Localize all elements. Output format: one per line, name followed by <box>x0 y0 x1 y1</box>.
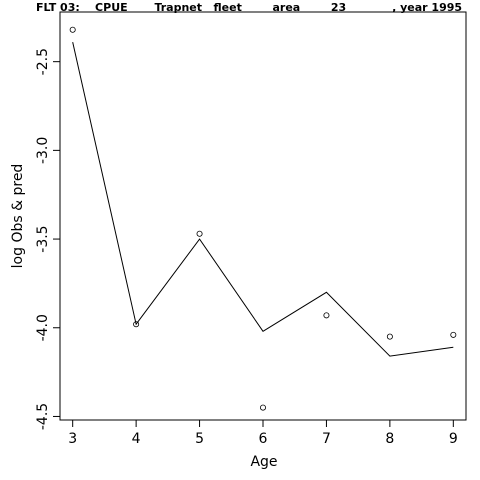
predicted-line <box>72 42 454 357</box>
observed-point <box>133 321 140 328</box>
x-tick-label: 6 <box>259 431 268 447</box>
y-tick-label: -4.5 <box>35 403 51 430</box>
plot-frame <box>59 11 467 421</box>
x-tick-label: 5 <box>195 431 204 447</box>
observed-point <box>386 333 393 340</box>
x-axis: 3 4 5 6 7 8 9 <box>68 419 458 447</box>
x-tick-label: 7 <box>322 431 331 447</box>
x-tick-label: 8 <box>385 431 394 447</box>
y-tick-label: -3.0 <box>35 137 51 164</box>
y-tick-label: -3.5 <box>35 225 51 252</box>
observed-point <box>196 230 203 237</box>
x-tick-label: 9 <box>449 431 458 447</box>
x-axis-title: Age <box>250 454 277 470</box>
observed-point <box>259 404 266 411</box>
observed-point <box>69 26 76 33</box>
chart-title: FLT 03: CPUE Trapnet fleet area 23 , yea… <box>36 1 462 14</box>
x-tick-label: 3 <box>68 431 77 447</box>
x-tick-label: 4 <box>132 431 141 447</box>
series-layer <box>69 26 457 411</box>
y-axis-title: log Obs & pred <box>10 164 26 269</box>
observed-point <box>323 312 330 319</box>
y-axis: -2.5 -3.0 -3.5 -4.0 -4.5 <box>35 48 61 430</box>
y-tick-label: -2.5 <box>35 48 51 75</box>
observed-point <box>450 331 457 338</box>
y-tick-label: -4.0 <box>35 314 51 341</box>
